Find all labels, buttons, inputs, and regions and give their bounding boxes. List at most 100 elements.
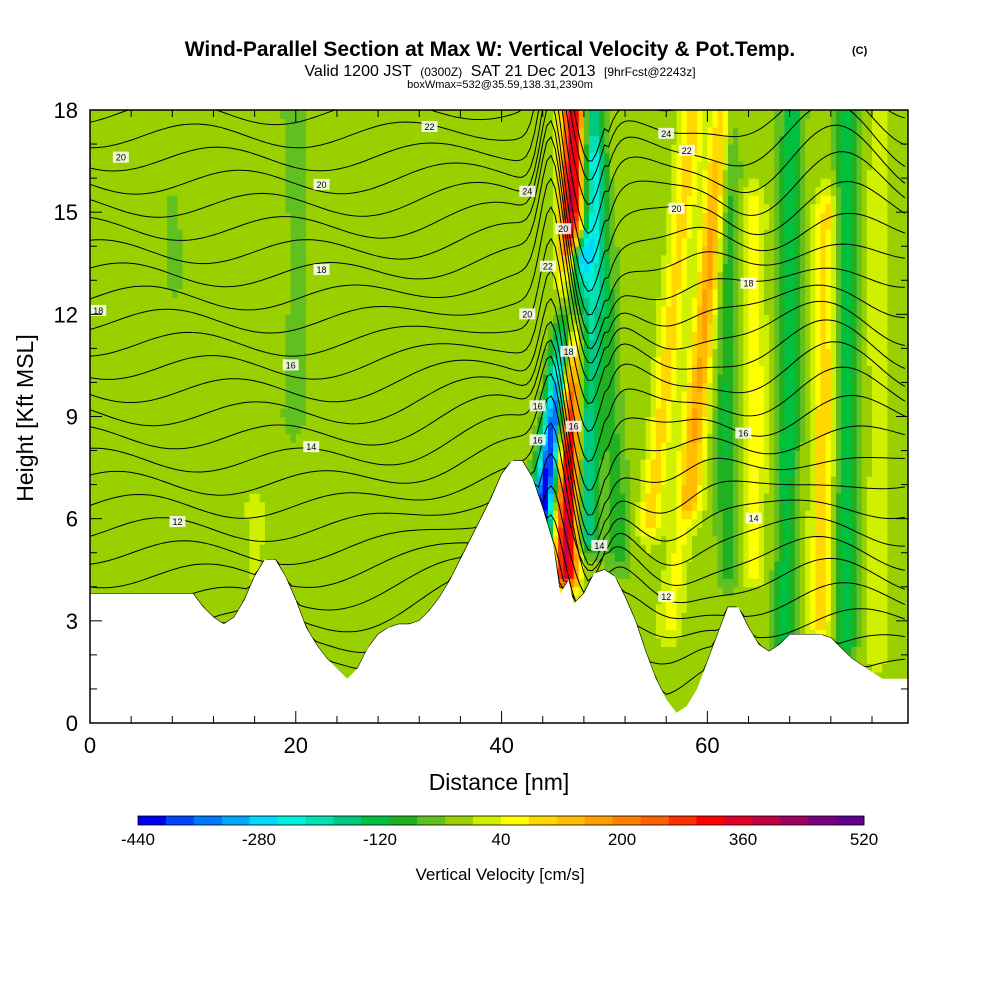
velocity-cell — [480, 305, 487, 315]
velocity-cell — [501, 195, 508, 205]
velocity-cell — [141, 493, 148, 503]
velocity-cell — [131, 246, 137, 256]
velocity-cell — [347, 578, 353, 588]
velocity-cell — [496, 433, 503, 443]
velocity-cell — [326, 118, 333, 128]
velocity-cell — [424, 237, 431, 247]
velocity-cell — [491, 288, 498, 298]
velocity-cell — [496, 356, 503, 367]
velocity-cell — [167, 339, 173, 349]
velocity-cell — [280, 339, 287, 349]
velocity-cell — [213, 586, 220, 596]
velocity-cell — [110, 331, 117, 341]
velocity-cell — [136, 280, 143, 290]
velocity-cell — [244, 382, 251, 392]
velocity-cell — [326, 518, 333, 528]
velocity-cell — [239, 348, 245, 358]
velocity-cell — [110, 535, 117, 545]
velocity-cell — [300, 603, 307, 613]
velocity-cell — [290, 110, 297, 120]
velocity-cell — [306, 254, 312, 264]
velocity-cell — [120, 322, 127, 332]
velocity-cell — [336, 348, 343, 358]
velocity-cell — [192, 127, 199, 137]
velocity-cell — [326, 263, 333, 273]
velocity-cell — [295, 280, 302, 290]
velocity-cell — [192, 365, 199, 375]
velocity-cell — [177, 127, 184, 137]
velocity-cell — [300, 390, 307, 401]
velocity-cell — [486, 416, 492, 426]
velocity-cell — [501, 331, 508, 341]
velocity-cell — [167, 331, 173, 341]
velocity-cell — [254, 203, 261, 213]
velocity-cell — [336, 254, 343, 264]
velocity-cell — [95, 186, 101, 196]
velocity-cell — [506, 144, 513, 154]
velocity-cell — [254, 314, 261, 324]
velocity-cell — [439, 271, 446, 281]
velocity-cell — [203, 331, 209, 341]
velocity-cell — [486, 288, 492, 298]
velocity-cell — [347, 654, 353, 664]
velocity-cell — [290, 314, 297, 324]
velocity-cell — [486, 297, 492, 307]
velocity-cell — [146, 237, 153, 247]
velocity-cell — [172, 476, 179, 486]
velocity-cell — [146, 578, 153, 588]
velocity-cell — [408, 612, 415, 622]
velocity-cell — [460, 433, 467, 443]
velocity-cell — [331, 646, 338, 656]
velocity-cell — [218, 322, 225, 332]
velocity-cell — [300, 263, 307, 273]
velocity-cell — [444, 144, 451, 154]
velocity-cell — [331, 110, 338, 120]
velocity-cell — [249, 356, 256, 367]
velocity-cell — [182, 493, 189, 503]
velocity-cell — [372, 314, 379, 324]
velocity-cell — [146, 220, 153, 230]
velocity-cell — [177, 535, 184, 545]
velocity-cell — [239, 254, 245, 264]
velocity-cell — [192, 339, 199, 349]
velocity-cell — [306, 569, 312, 579]
velocity-cell — [141, 527, 148, 537]
velocity-cell — [259, 518, 266, 528]
velocity-cell — [352, 637, 359, 647]
velocity-cell — [342, 348, 348, 358]
velocity-cell — [275, 322, 281, 332]
velocity-cell — [470, 271, 477, 281]
velocity-cell — [429, 152, 436, 162]
velocity-cell — [198, 212, 204, 222]
velocity-cell — [126, 178, 132, 188]
velocity-cell — [270, 493, 276, 503]
velocity-cell — [517, 246, 523, 256]
velocity-cell — [126, 442, 132, 452]
velocity-cell — [90, 127, 96, 137]
velocity-cell — [311, 416, 317, 426]
velocity-cell — [455, 459, 462, 469]
velocity-cell — [136, 586, 143, 596]
velocity-cell — [336, 382, 343, 392]
velocity-cell — [162, 407, 168, 418]
velocity-cell — [228, 246, 235, 256]
velocity-cell — [254, 186, 261, 196]
velocity-cell — [450, 442, 456, 452]
velocity-cell — [131, 407, 137, 418]
velocity-cell — [264, 178, 271, 188]
velocity-cell — [522, 399, 528, 409]
velocity-cell — [259, 297, 266, 307]
velocity-cell — [403, 552, 410, 562]
velocity-cell — [285, 399, 292, 409]
velocity-cell — [496, 271, 503, 281]
velocity-cell — [239, 212, 245, 222]
velocity-cell — [414, 365, 420, 375]
velocity-cell — [249, 510, 256, 520]
velocity-cell — [151, 135, 158, 145]
velocity-cell — [259, 144, 266, 154]
velocity-cell — [501, 314, 508, 324]
velocity-cell — [465, 365, 472, 375]
velocity-cell — [439, 552, 446, 562]
velocity-cell — [126, 220, 132, 230]
velocity-cell — [223, 331, 230, 341]
